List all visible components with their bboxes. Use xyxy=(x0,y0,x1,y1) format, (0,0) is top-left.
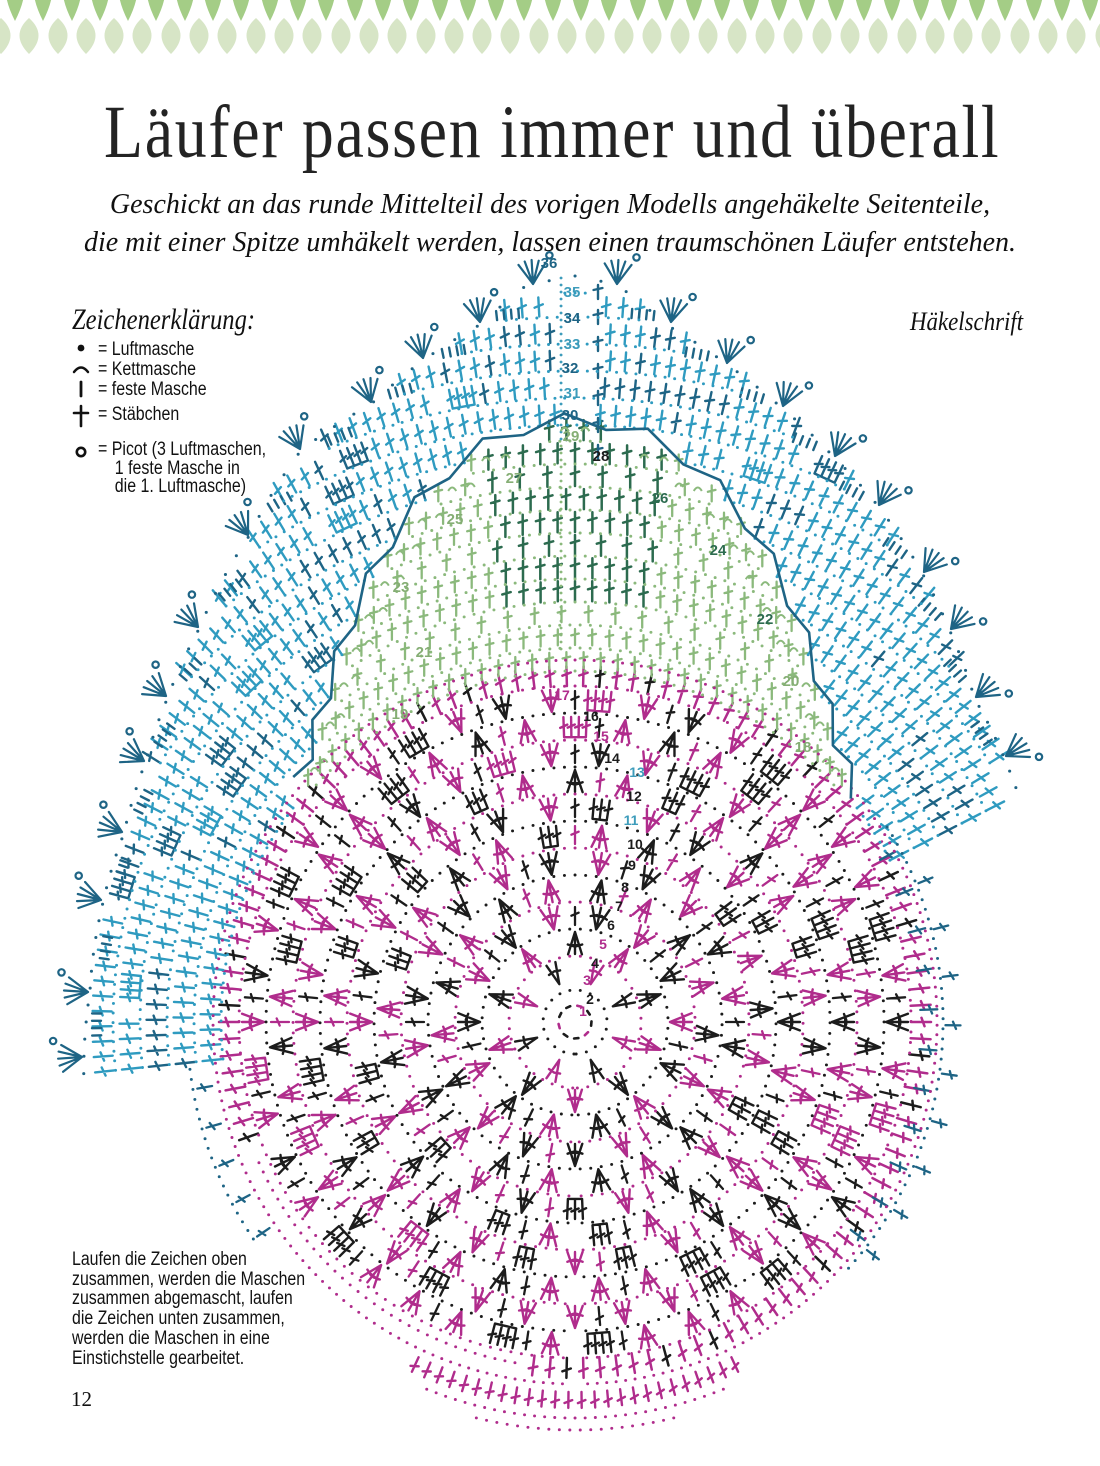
svg-text:15: 15 xyxy=(593,728,609,744)
svg-text:12: 12 xyxy=(626,788,642,804)
svg-text:24: 24 xyxy=(710,542,727,559)
svg-text:26: 26 xyxy=(652,490,669,507)
svg-text:28: 28 xyxy=(593,448,610,465)
svg-text:31: 31 xyxy=(564,385,581,402)
svg-text:18: 18 xyxy=(795,739,812,756)
svg-text:32: 32 xyxy=(562,360,579,377)
svg-text:7: 7 xyxy=(615,898,623,914)
svg-text:3: 3 xyxy=(583,972,591,988)
svg-text:25: 25 xyxy=(447,511,464,528)
svg-text:6: 6 xyxy=(607,917,615,933)
svg-text:27: 27 xyxy=(506,470,523,487)
svg-text:17: 17 xyxy=(554,687,570,703)
svg-text:11: 11 xyxy=(624,812,639,828)
svg-text:33: 33 xyxy=(564,336,581,353)
svg-text:23: 23 xyxy=(393,579,410,596)
svg-text:29: 29 xyxy=(563,428,580,445)
svg-text:21: 21 xyxy=(416,644,433,661)
svg-text:1: 1 xyxy=(579,1003,587,1019)
svg-text:13: 13 xyxy=(629,764,645,780)
svg-text:22: 22 xyxy=(757,611,774,628)
svg-text:8: 8 xyxy=(621,879,629,895)
svg-text:14: 14 xyxy=(604,750,620,766)
svg-text:36: 36 xyxy=(541,255,558,272)
svg-text:4: 4 xyxy=(591,955,599,971)
svg-text:30: 30 xyxy=(562,407,579,424)
svg-text:35: 35 xyxy=(564,284,581,301)
svg-text:10: 10 xyxy=(627,836,643,852)
svg-text:34: 34 xyxy=(564,310,581,327)
svg-text:16: 16 xyxy=(583,708,599,724)
svg-text:19: 19 xyxy=(392,706,409,723)
svg-text:9: 9 xyxy=(628,857,636,873)
svg-text:20: 20 xyxy=(783,673,800,690)
svg-text:2: 2 xyxy=(586,991,594,1007)
svg-text:5: 5 xyxy=(599,936,607,952)
